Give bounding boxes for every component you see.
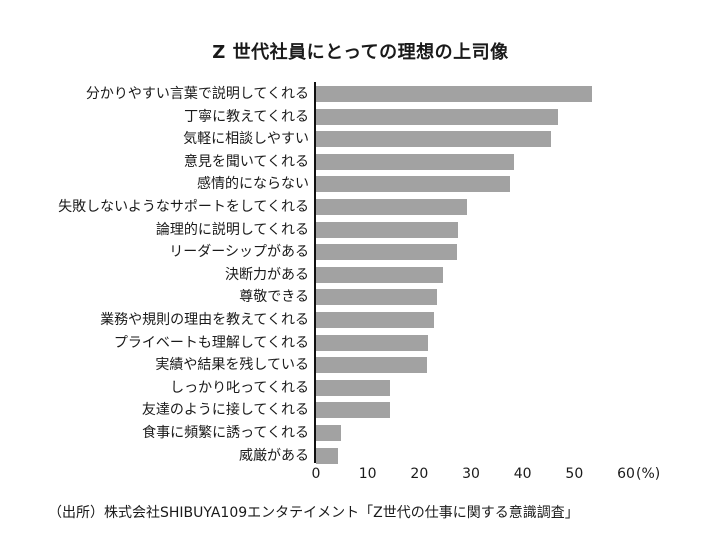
chart-title: Z 世代社員にとっての理想の上司像 xyxy=(212,42,509,63)
category-label: 論理的に説明してくれる xyxy=(155,221,309,238)
category-label: プライベートも理解してくれる xyxy=(113,334,309,351)
bar xyxy=(316,266,444,283)
bar xyxy=(316,402,390,419)
bar xyxy=(316,334,429,351)
bar xyxy=(316,153,514,170)
x-axis-unit: (%) xyxy=(636,466,661,482)
category-label: 尊敬できる xyxy=(239,289,309,306)
bar xyxy=(316,221,459,238)
category-label: リーダーシップがある xyxy=(169,244,309,261)
category-label: 業務や規則の理由を教えてくれる xyxy=(100,312,309,328)
category-label: 丁寧に教えてくれる xyxy=(184,108,309,125)
category-label: 友達のように接してくれる xyxy=(141,402,309,419)
category-label: 意見を聞いてくれる xyxy=(183,153,309,170)
x-tick-label: 20 xyxy=(410,466,429,482)
x-tick-label: 10 xyxy=(358,466,377,482)
bar xyxy=(316,379,390,396)
bar xyxy=(316,425,341,441)
bar xyxy=(316,86,592,102)
category-label: 実績や結果を残している xyxy=(155,357,309,374)
bar xyxy=(316,289,437,306)
bar xyxy=(316,447,339,464)
bar xyxy=(316,199,467,215)
x-tick-label: 30 xyxy=(462,466,480,482)
category-label: 決断力がある xyxy=(225,266,309,283)
category-label: 失敗しないようなサポートをしてくれる xyxy=(58,199,309,215)
category-label: 分かりやすい言葉で説明してくれる xyxy=(85,86,309,102)
bar xyxy=(316,357,428,374)
bar xyxy=(316,176,510,193)
bar xyxy=(316,108,558,125)
category-label: 威厳がある xyxy=(239,447,309,464)
bar xyxy=(316,131,551,148)
category-label: 感情的にならない xyxy=(197,176,309,193)
bar xyxy=(316,312,434,328)
source-note: （出所）株式会社SHIBUYA109エンタテイメント「Z世代の仕事に関する意識調… xyxy=(48,505,579,521)
category-label: 食事に頻繁に誘ってくれる xyxy=(142,425,309,441)
x-tick-label: 0 xyxy=(311,466,321,482)
bar xyxy=(316,244,458,261)
y-axis-line xyxy=(314,82,316,463)
x-tick-label: 50 xyxy=(565,466,584,482)
x-tick-label: 60 xyxy=(617,466,635,482)
x-tick-label: 40 xyxy=(513,466,532,482)
category-label: しっかり叱ってくれる xyxy=(170,379,309,396)
category-label: 気軽に相談しやすい xyxy=(183,131,309,148)
